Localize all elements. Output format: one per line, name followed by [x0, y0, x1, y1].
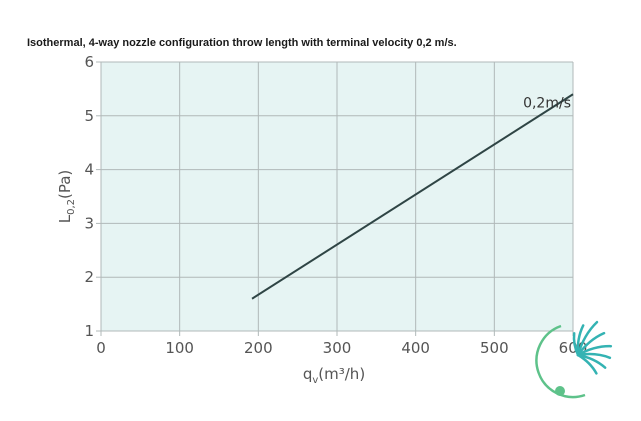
y-tick-label: 2	[84, 268, 94, 286]
chart-caption: Isothermal, 4-way nozzle configuration t…	[27, 37, 457, 49]
y-tick-label: 4	[84, 161, 94, 179]
x-axis-title-main: q	[303, 365, 313, 383]
y-axis-title-sub: 0,2	[66, 199, 77, 215]
series-label: 0,2m/s	[523, 95, 571, 111]
brand-logo-icon	[535, 320, 613, 399]
x-tick-label: 100	[165, 339, 194, 357]
y-axis-title-main: L	[56, 214, 74, 223]
x-tick-label: 0	[96, 339, 106, 357]
grid	[101, 61, 574, 331]
axes	[96, 61, 574, 336]
x-tick-label: 500	[480, 339, 509, 357]
y-tick-label: 3	[84, 214, 94, 232]
x-axis-title: qv(m³/h)	[303, 365, 365, 386]
logo-ray	[576, 353, 598, 375]
y-axis-title-unit: (Pa)	[56, 170, 74, 199]
y-tick-label: 1	[84, 322, 94, 340]
y-tick-label: 6	[84, 53, 94, 71]
x-tick-label: 200	[244, 339, 273, 357]
y-axis-title: L0,2(Pa)	[56, 170, 77, 224]
series-line	[251, 93, 574, 300]
series-group: 0,2m/s	[251, 93, 574, 300]
logo-ray	[576, 331, 606, 357]
x-axis-title-sub: v	[312, 375, 318, 386]
logo-arc	[535, 324, 586, 399]
x-axis-title-unit: (m³/h)	[318, 365, 365, 383]
y-tick-label: 5	[84, 107, 94, 125]
x-tick-label: 300	[323, 339, 352, 357]
x-tick-label: 400	[401, 339, 430, 357]
logo-ray	[572, 332, 580, 357]
logo-dot	[555, 386, 565, 396]
